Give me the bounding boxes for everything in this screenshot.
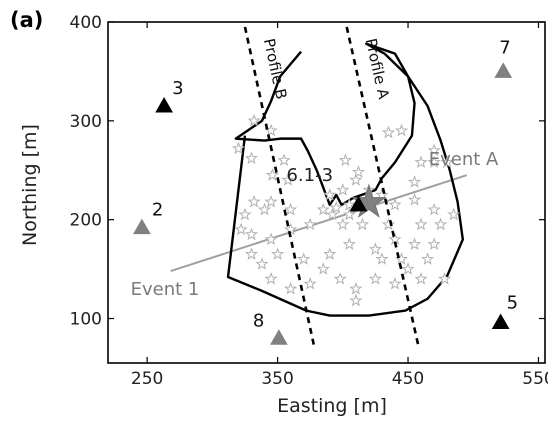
event-star	[329, 200, 343, 214]
event-line	[170, 174, 468, 273]
station-marker	[494, 62, 513, 78]
event-star	[351, 165, 366, 178]
event-star	[349, 173, 363, 186]
x-tick-label: 350	[261, 369, 293, 389]
event-star	[427, 202, 441, 216]
event-star	[414, 272, 428, 285]
event-star	[255, 257, 269, 270]
event-star	[336, 183, 350, 196]
event-star	[264, 232, 278, 246]
event-star	[284, 202, 298, 216]
station-label: 3	[172, 78, 183, 99]
event-star	[247, 113, 261, 127]
x-axis-ticks: 250 350 450 550	[131, 22, 548, 389]
station-label: 6.1-3	[286, 165, 333, 186]
event-star	[427, 237, 441, 250]
event-star	[381, 217, 396, 231]
event-star	[349, 281, 363, 295]
event-star	[265, 168, 279, 181]
event-star	[257, 202, 272, 216]
event-star	[388, 276, 402, 290]
event-star	[303, 276, 317, 290]
event-star	[247, 195, 261, 208]
event-star	[437, 272, 452, 285]
event-star	[244, 247, 259, 260]
event-star	[407, 192, 422, 206]
event-star	[281, 173, 295, 186]
y-tick-label: 400	[70, 13, 102, 33]
event-star	[355, 217, 369, 231]
event-star	[303, 217, 317, 231]
event-star	[368, 242, 382, 255]
event-star	[427, 143, 441, 157]
event-star	[401, 262, 415, 275]
plot-frame	[107, 21, 546, 364]
event-star	[316, 202, 330, 216]
panel-label: (a)	[10, 8, 43, 32]
main-event-star	[351, 184, 387, 218]
event-star	[342, 197, 356, 211]
study-area-boundary	[226, 42, 465, 317]
event-star	[238, 207, 252, 221]
event-star	[368, 272, 382, 285]
event-star	[338, 153, 352, 166]
event-star	[440, 155, 454, 168]
event-star	[316, 262, 330, 275]
event-star	[342, 207, 357, 221]
event-star	[388, 197, 402, 211]
event-star	[296, 252, 311, 265]
event-star	[427, 155, 441, 168]
event-star	[394, 123, 409, 137]
event-star	[231, 141, 246, 155]
x-axis-label: Easting [m]	[277, 395, 387, 417]
event-star	[433, 217, 448, 231]
x-tick-label: 250	[131, 369, 163, 389]
station-label: 2	[152, 200, 163, 221]
x-tick-label: 550	[522, 369, 548, 389]
event-star	[333, 272, 347, 285]
station-marker	[155, 97, 173, 113]
event-star	[323, 188, 337, 201]
event-star	[349, 293, 363, 307]
event-star	[325, 207, 339, 221]
y-tick-label: 100	[70, 310, 102, 330]
event-star	[375, 252, 389, 265]
station-marker	[270, 329, 288, 345]
event-star	[244, 227, 259, 241]
station-label: 7	[499, 37, 510, 58]
event-star	[271, 247, 285, 260]
event-star	[414, 155, 428, 168]
event-star	[407, 175, 422, 188]
station-label: 8	[253, 310, 264, 331]
event-star	[284, 281, 298, 295]
event-star	[234, 222, 248, 236]
station-marker	[133, 218, 151, 235]
y-tick-label: 300	[70, 112, 102, 132]
event-star	[447, 207, 461, 221]
y-tick-label: 200	[70, 211, 102, 231]
event-star	[414, 217, 428, 231]
event-star	[381, 125, 396, 139]
event-star	[421, 252, 435, 265]
event-star	[342, 237, 356, 250]
y-axis-ticks: 100 200 300 400	[70, 13, 545, 330]
event-star	[407, 237, 422, 250]
y-axis-label: Northing [m]	[19, 124, 41, 246]
profile-label: Profile A	[362, 37, 393, 102]
station-label: 5	[507, 292, 518, 313]
event-star	[264, 272, 278, 285]
station-marker	[491, 313, 510, 329]
event-star	[323, 247, 337, 260]
event-star	[264, 194, 278, 208]
event-start-label: Event 1	[131, 279, 200, 300]
event-star	[244, 151, 259, 164]
x-tick-label: 450	[392, 369, 424, 389]
event-end-label: Event A	[429, 149, 499, 170]
event-star	[277, 153, 291, 166]
station-marker	[349, 195, 368, 212]
event-star	[336, 217, 350, 231]
